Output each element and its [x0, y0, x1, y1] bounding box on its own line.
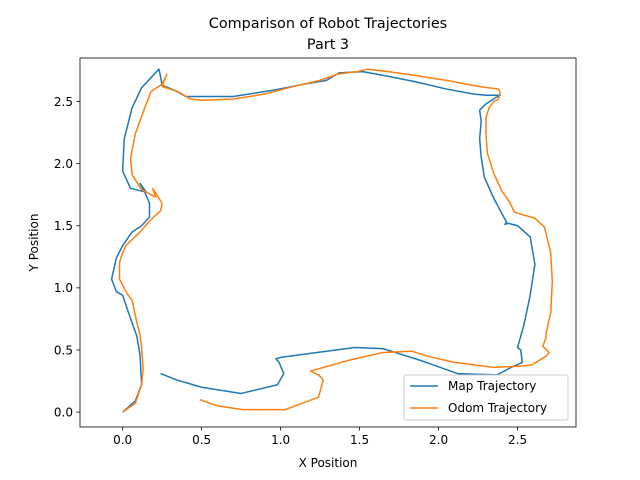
chart-subtitle: Part 3	[307, 37, 349, 53]
axes-frame	[79, 57, 577, 428]
x-tick-label: 1.0	[271, 433, 290, 447]
y-tick-label: 2.5	[54, 95, 73, 109]
x-tick-label: 0.5	[192, 433, 211, 447]
legend: Map Trajectory Odom Trajectory	[403, 374, 569, 421]
legend-label-map: Map Trajectory	[448, 379, 536, 393]
y-tick-label: 1.0	[54, 281, 73, 295]
x-axis-ticks: 0.0 0.5 1.0 1.5 2.0 2.5	[113, 427, 527, 447]
y-tick-label: 0.5	[54, 343, 73, 357]
x-axis-label: X Position	[299, 456, 358, 470]
y-tick-label: 0.0	[54, 405, 73, 419]
x-tick-label: 2.0	[429, 433, 448, 447]
legend-box	[403, 374, 569, 421]
x-tick-label: 1.5	[350, 433, 369, 447]
y-tick-label: 1.5	[54, 219, 73, 233]
y-axis-ticks: 0.0 0.5 1.0 1.5 2.0 2.5	[54, 95, 80, 419]
plot-area	[110, 68, 554, 413]
legend-label-odom: Odom Trajectory	[448, 401, 547, 415]
x-tick-label: 2.5	[508, 433, 527, 447]
x-tick-label: 0.0	[113, 433, 132, 447]
y-tick-label: 2.0	[54, 157, 73, 171]
series-line-map	[110, 68, 536, 413]
series-line-odom	[118, 68, 554, 413]
chart-title: Comparison of Robot Trajectories	[209, 16, 447, 32]
y-axis-label: Y Position	[27, 214, 41, 273]
